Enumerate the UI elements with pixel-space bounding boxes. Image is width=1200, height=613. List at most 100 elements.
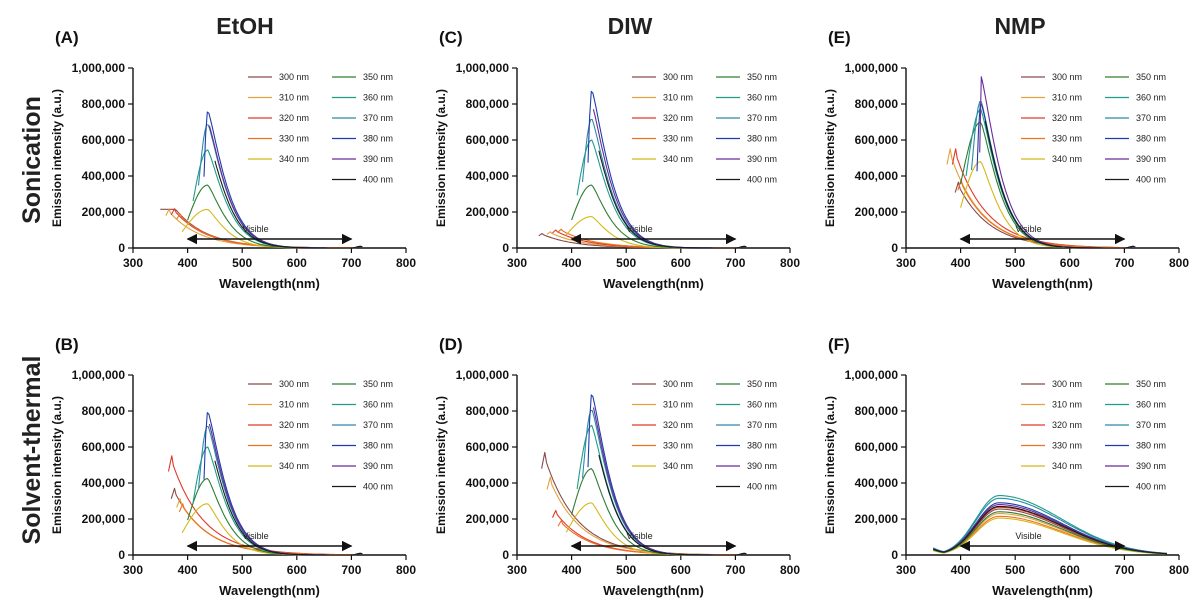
column-title-nmp: NMP [994, 13, 1045, 39]
legend: 300 nm 310 nm 320 nm 330 nm 340 nm 350 nm 360 … [248, 72, 393, 185]
y-tick-label: 200,000 [855, 205, 899, 219]
panel-label: (E) [828, 28, 851, 47]
x-tick-label: 400 [562, 256, 582, 270]
y-axis-label: Emission intensity (a.u.) [50, 89, 64, 227]
legend-label-380nm: 380 nm [363, 134, 393, 144]
series-line-400nm [214, 160, 363, 249]
series-line-400nm [214, 460, 363, 556]
x-tick-label: 700 [725, 256, 745, 270]
visible-range-label: Visible [626, 531, 652, 541]
x-tick-label: 500 [232, 563, 252, 577]
legend-label-390nm: 390 nm [363, 154, 393, 164]
legend-label-360nm: 360 nm [363, 400, 393, 410]
legend-label-360nm: 360 nm [363, 93, 393, 103]
legend-label-330nm: 330 nm [279, 134, 309, 144]
y-tick-label: 600,000 [855, 440, 899, 454]
series-line-380nm [587, 394, 746, 556]
legend-label-360nm: 360 nm [1136, 400, 1166, 410]
y-tick-label: 200,000 [82, 205, 126, 219]
series-line-350nm [960, 121, 1135, 249]
panel-label: (F) [828, 335, 850, 354]
x-tick-label: 600 [287, 563, 307, 577]
legend-label-320nm: 320 nm [663, 420, 693, 430]
legend-label-400nm: 400 nm [1136, 482, 1166, 492]
legend-label-300nm: 300 nm [663, 72, 693, 82]
series-line-320nm [951, 148, 1135, 249]
series-line-400nm [984, 120, 1135, 249]
x-tick-label: 800 [780, 256, 800, 270]
x-tick-label: 500 [1005, 563, 1025, 577]
y-tick-label: 200,000 [82, 512, 126, 526]
x-tick-label: 700 [725, 563, 745, 577]
series-line-340nm [565, 502, 747, 556]
x-tick-label: 400 [951, 563, 971, 577]
legend-label-370nm: 370 nm [363, 420, 393, 430]
visible-range-label: Visible [1015, 224, 1041, 234]
legend-label-400nm: 400 nm [1136, 175, 1166, 185]
legend-label-370nm: 370 nm [363, 113, 393, 123]
x-tick-label: 500 [616, 563, 636, 577]
x-tick-label: 600 [287, 256, 307, 270]
series-line-360nm [576, 139, 746, 249]
x-tick-label: 500 [616, 256, 636, 270]
y-tick-label: 400,000 [82, 476, 126, 490]
visible-range-label: Visible [1015, 531, 1041, 541]
legend-label-350nm: 350 nm [1136, 379, 1166, 389]
legend-label-360nm: 360 nm [747, 400, 777, 410]
legend-label-340nm: 340 nm [1052, 461, 1082, 471]
x-tick-label: 500 [1005, 256, 1025, 270]
x-tick-label: 800 [396, 563, 416, 577]
y-tick-label: 200,000 [466, 205, 510, 219]
y-tick-label: 800,000 [466, 97, 510, 111]
legend: 300 nm 310 nm 320 nm 330 nm 340 nm 350 nm 360 … [1021, 379, 1166, 492]
y-tick-label: 0 [118, 241, 125, 255]
legend-label-350nm: 350 nm [1136, 72, 1166, 82]
row-title-sonication: Sonication [18, 96, 46, 224]
y-tick-label: 400,000 [466, 169, 510, 183]
panel-label: (D) [439, 335, 463, 354]
legend-label-310nm: 310 nm [663, 400, 693, 410]
y-tick-label: 600,000 [82, 133, 126, 147]
panel-b: (B) 0 200,000 400,000 600,000 800,000 1,000,00… [50, 335, 416, 598]
y-axis-label: Emission intensity (a.u.) [823, 89, 837, 227]
legend-label-310nm: 310 nm [279, 93, 309, 103]
x-tick-label: 800 [1169, 256, 1189, 270]
legend: 300 nm 310 nm 320 nm 330 nm 340 nm 350 nm 360 … [248, 379, 393, 492]
series-line-400nm [598, 150, 747, 249]
y-tick-label: 0 [502, 241, 509, 255]
legend-label-300nm: 300 nm [1052, 379, 1082, 389]
series-line-330nm [957, 179, 1135, 249]
series-line-340nm [181, 208, 363, 249]
y-tick-label: 800,000 [855, 97, 899, 111]
x-tick-label: 700 [341, 563, 361, 577]
x-tick-label: 400 [178, 256, 198, 270]
legend-label-330nm: 330 nm [663, 134, 693, 144]
legend-label-300nm: 300 nm [279, 72, 309, 82]
panel-label: (A) [55, 28, 79, 47]
y-tick-label: 800,000 [466, 404, 510, 418]
series-line-400nm [933, 505, 1168, 555]
legend-label-390nm: 390 nm [363, 461, 393, 471]
x-axis-label: Wavelength(nm) [992, 583, 1093, 598]
y-tick-label: 200,000 [855, 512, 899, 526]
legend-label-380nm: 380 nm [1136, 441, 1166, 451]
y-tick-label: 600,000 [466, 133, 510, 147]
series-line-350nm [187, 477, 362, 556]
legend: 300 nm 310 nm 320 nm 330 nm 340 nm 350 nm 360 … [1021, 72, 1166, 185]
x-axis-label: Wavelength(nm) [219, 583, 320, 598]
legend-label-350nm: 350 nm [363, 379, 393, 389]
legend-label-300nm: 300 nm [1052, 72, 1082, 82]
y-tick-label: 0 [891, 548, 898, 562]
x-axis-label: Wavelength(nm) [603, 276, 704, 291]
visible-range-label: Visible [242, 531, 268, 541]
x-tick-label: 600 [671, 563, 691, 577]
x-tick-label: 700 [1114, 256, 1134, 270]
legend-label-310nm: 310 nm [1052, 400, 1082, 410]
x-tick-label: 400 [951, 256, 971, 270]
legend-label-390nm: 390 nm [1136, 154, 1166, 164]
legend-label-320nm: 320 nm [1052, 113, 1082, 123]
legend-label-400nm: 400 nm [747, 175, 777, 185]
x-tick-label: 600 [1060, 256, 1080, 270]
legend-label-370nm: 370 nm [747, 113, 777, 123]
series-line-340nm [933, 517, 1168, 555]
